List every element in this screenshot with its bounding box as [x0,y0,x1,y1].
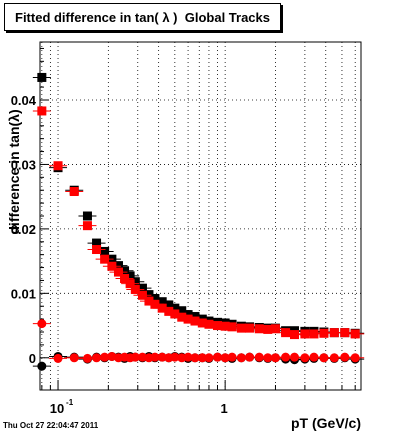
data-point-circle [236,353,246,363]
data-point-circle [100,352,110,362]
data-point-square [170,309,180,319]
data-point-square [125,279,135,289]
data-point-square [100,254,110,264]
data-point-circle [289,352,299,362]
data-point-square [92,245,102,255]
data-point-square [92,238,102,248]
y-axis-title: difference in tan(λ) [6,109,22,234]
data-point-circle [270,353,280,363]
data-point-square [150,293,160,303]
data-point-square [350,329,360,339]
data-point-circle [37,361,47,371]
y-tick-label: 0.03 [11,157,36,172]
data-point-square [204,319,214,329]
data-point-square [113,261,123,271]
data-point-circle [340,352,350,362]
data-point-square [144,290,154,300]
x-axis-title: pT (GeV/c) [291,415,361,431]
data-point-square [37,72,47,82]
data-point-square [254,324,264,334]
data-point-square [227,322,237,332]
data-point-square [144,296,154,306]
data-point-square [177,306,187,316]
data-point-square [137,283,147,293]
data-point-circle [53,353,63,363]
data-point-circle [37,319,47,329]
data-point-circle [183,352,193,362]
y-tick-label: 0.04 [11,93,37,108]
data-point-circle [92,353,102,363]
y-tick-label: 0 [29,351,36,366]
data-point-square [82,211,92,221]
timestamp: Thu Oct 27 22:04:47 2011 [3,421,99,430]
data-point-square [197,318,207,328]
data-point-square [157,303,167,313]
data-point-square [245,323,255,333]
data-point-circle [220,353,230,363]
data-point-circle [157,352,167,362]
data-point-circle [254,352,264,362]
data-point-square [289,330,299,340]
data-point-square [100,246,110,256]
data-point-square [177,312,187,322]
data-point-circle [137,352,147,362]
data-point-circle [69,353,79,363]
data-point-circle [300,353,310,363]
data-point-circle [329,353,339,363]
data-point-circle [245,352,255,362]
data-point-square [82,221,92,231]
y-tick-label: 0.01 [11,286,36,301]
data-point-square [164,300,174,310]
x-tick-label-exponent: -1 [66,398,74,407]
data-point-circle [350,353,360,363]
data-point-circle [213,352,223,362]
chart-title-box: Fitted difference in tan( λ ) Global Tra… [4,3,281,31]
data-point-circle [170,352,180,362]
data-point-square [220,321,230,331]
data-point-circle [319,353,329,363]
data-point-square [190,316,200,326]
data-point-square [137,290,147,300]
chart-title: Fitted difference in tan( λ ) Global Tra… [15,10,270,25]
x-tick-label: 1 [221,401,228,416]
data-point-square [130,284,140,294]
data-point-square [69,187,79,197]
data-point-square [319,328,329,338]
data-point-circle [309,352,319,362]
data-point-square [164,306,174,316]
data-point-square [120,266,130,276]
data-point-square [309,329,319,339]
data-point-square [125,271,135,281]
data-point-square [150,299,160,309]
data-point-square [37,106,47,116]
data-point-square [120,274,130,284]
data-point-square [300,329,310,339]
data-point-square [340,328,350,338]
x-tick-label: 10 [50,401,64,416]
data-point-circle [227,352,237,362]
data-point-square [107,261,117,271]
data-point-square [329,328,339,338]
data-point-square [130,277,140,287]
data-point-circle [204,353,214,363]
data-point-square [113,267,123,277]
data-point-circle [82,353,92,363]
data-point-square [281,328,291,338]
data-point-square [213,321,223,331]
data-point-square [263,324,273,334]
data-point-square [190,312,200,322]
data-point-square [53,161,63,171]
data-point-square [183,314,193,324]
data-point-square [183,310,193,320]
data-point-square [270,324,280,334]
y-tick-label: 0.02 [11,222,36,237]
data-point-square [157,297,167,307]
data-point-square [170,303,180,313]
